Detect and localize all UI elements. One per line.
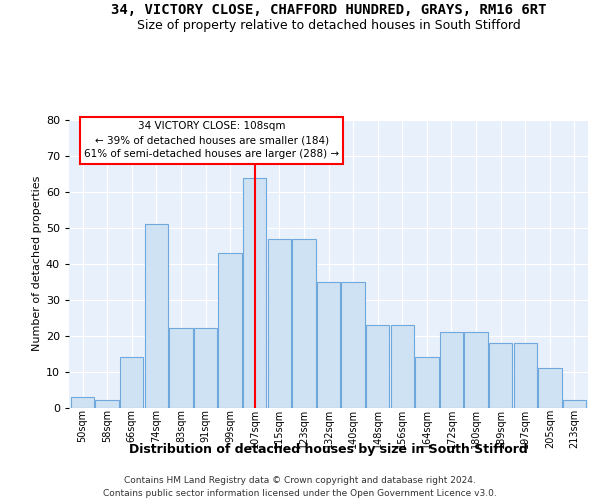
Bar	[366, 325, 389, 407]
Bar	[464, 332, 488, 407]
Bar	[95, 400, 119, 407]
Text: Size of property relative to detached houses in South Stifford: Size of property relative to detached ho…	[137, 19, 521, 32]
Bar	[563, 400, 586, 407]
Bar	[169, 328, 193, 407]
Bar	[341, 282, 365, 408]
Bar	[440, 332, 463, 407]
Bar	[120, 357, 143, 408]
Bar	[292, 238, 316, 408]
Y-axis label: Number of detached properties: Number of detached properties	[32, 176, 41, 352]
Text: Distribution of detached houses by size in South Stifford: Distribution of detached houses by size …	[130, 442, 528, 456]
Bar	[415, 357, 439, 408]
Text: 34 VICTORY CLOSE: 108sqm
← 39% of detached houses are smaller (184)
61% of semi-: 34 VICTORY CLOSE: 108sqm ← 39% of detach…	[84, 122, 339, 160]
Bar	[218, 253, 242, 408]
Text: 34, VICTORY CLOSE, CHAFFORD HUNDRED, GRAYS, RM16 6RT: 34, VICTORY CLOSE, CHAFFORD HUNDRED, GRA…	[111, 2, 547, 16]
Bar	[317, 282, 340, 408]
Text: Contains HM Land Registry data © Crown copyright and database right 2024.
Contai: Contains HM Land Registry data © Crown c…	[103, 476, 497, 498]
Bar	[194, 328, 217, 407]
Bar	[391, 325, 414, 407]
Bar	[243, 178, 266, 408]
Bar	[71, 396, 94, 407]
Bar	[538, 368, 562, 408]
Bar	[489, 343, 512, 407]
Bar	[514, 343, 537, 407]
Bar	[268, 238, 291, 408]
Bar	[145, 224, 168, 408]
